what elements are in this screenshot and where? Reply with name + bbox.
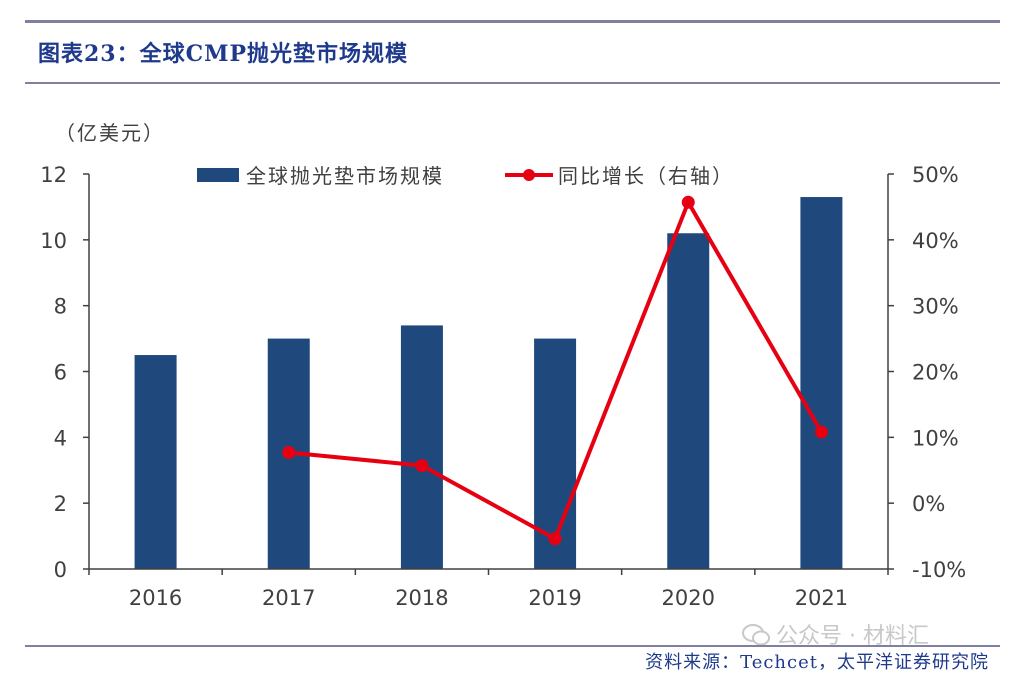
x-tick-label-2021: 2021	[795, 586, 848, 610]
header-rule-top	[25, 20, 1000, 23]
y-tick-label-left: 2	[54, 492, 67, 516]
y-tick-label-left: 6	[54, 361, 67, 385]
growth-point-2020	[681, 195, 695, 209]
y-axis-right: -10% 0% 10% 20% 30% 40% 50%	[887, 163, 966, 582]
footer-rule	[25, 645, 1000, 647]
bar-2021	[800, 197, 843, 569]
y-tick-label-right: 0%	[912, 492, 945, 516]
wechat-icon	[742, 624, 770, 646]
y-tick-label-right: 50%	[912, 163, 959, 187]
growth-line-series	[282, 195, 828, 546]
x-tick-label-2019: 2019	[528, 586, 581, 610]
x-tick-label-2016: 2016	[129, 586, 182, 610]
y-tick-label-right: 10%	[912, 426, 959, 450]
y-axis-label: （亿美元）	[55, 121, 165, 145]
growth-point-2017	[282, 445, 296, 459]
figure-title: 图表23：全球CMP抛光垫市场规模	[38, 41, 409, 67]
legend: 全球抛光垫市场规模 同比增长（右轴）	[197, 164, 734, 188]
growth-point-2018	[415, 459, 429, 473]
y-tick-label-right: -10%	[912, 558, 966, 582]
y-tick-label-right: 20%	[912, 361, 959, 385]
bar-2018	[400, 325, 443, 569]
bar-2020	[667, 233, 710, 569]
x-axis: 2016 2017 2018 2019 2020 2021	[88, 568, 889, 610]
y-tick-label-left: 4	[54, 426, 67, 450]
bar-2016	[134, 355, 177, 569]
x-tick-label-2018: 2018	[395, 586, 448, 610]
x-tick-label-2017: 2017	[262, 586, 315, 610]
watermark-text: 公众号 · 材料汇	[776, 624, 929, 649]
header-rule-bottom	[25, 82, 1000, 84]
y-tick-label-left: 10	[40, 229, 67, 253]
y-axis-left: 0 2 4 6 8 10 12	[40, 163, 90, 582]
y-tick-label-left: 0	[54, 558, 67, 582]
bar-series	[134, 197, 843, 569]
source-note: 资料来源：Techcet，太平洋证券研究院	[645, 652, 989, 673]
legend-line-label: 同比增长（右轴）	[558, 164, 734, 188]
chart: （亿美元） 0 2 4 6 8 10 12 -10% 0% 10% 20% 30% 40% 50% 20…	[40, 121, 966, 610]
growth-point-2019	[548, 532, 562, 546]
y-tick-label-right: 30%	[912, 295, 959, 319]
growth-point-2021	[814, 425, 828, 439]
x-tick-label-2020: 2020	[662, 586, 715, 610]
legend-line-marker	[523, 169, 535, 181]
watermark: 公众号 · 材料汇	[742, 618, 929, 650]
y-tick-label-right: 40%	[912, 229, 959, 253]
legend-bar-label: 全球抛光垫市场规模	[246, 164, 444, 188]
y-tick-label-left: 12	[40, 163, 67, 187]
legend-bar-swatch	[197, 168, 239, 182]
y-tick-label-left: 8	[54, 295, 67, 319]
